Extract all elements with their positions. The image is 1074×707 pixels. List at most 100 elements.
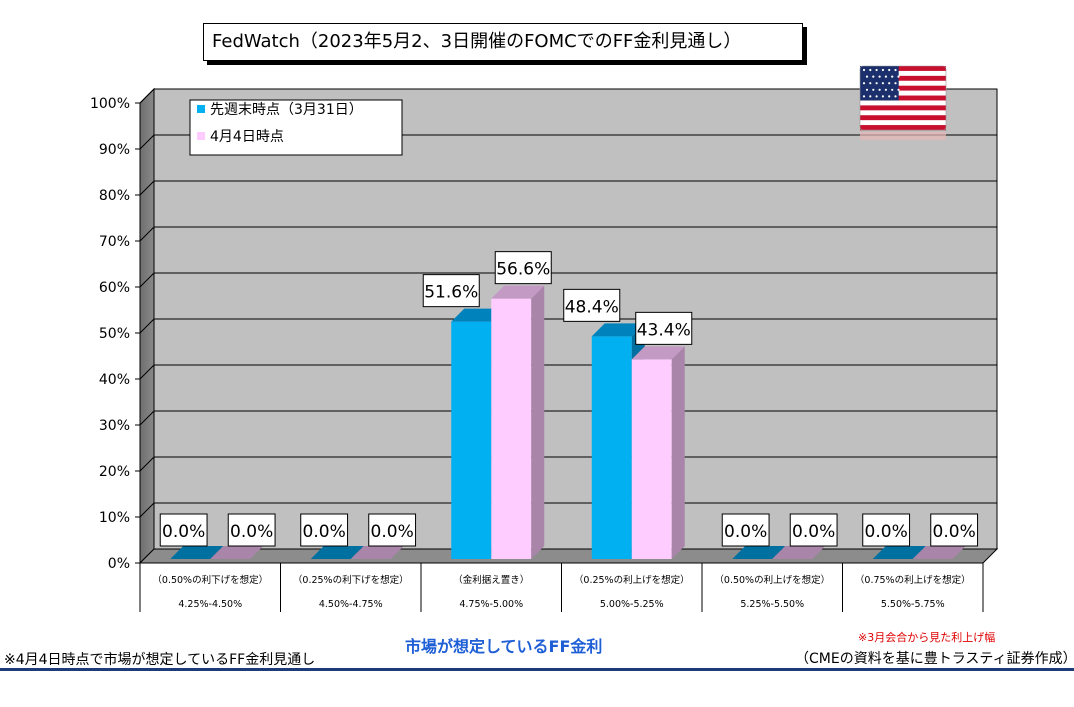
y-tick-label: 30%: [99, 418, 130, 434]
flag-star: [865, 88, 869, 91]
gridline: [139, 180, 155, 196]
y-tick-label: 20%: [99, 464, 130, 480]
flag-canton: [860, 66, 899, 101]
y-tick-label: 70%: [99, 234, 130, 250]
data-label: 0.0%: [789, 513, 838, 547]
x-category-label: （0.25%の利下げを想定）: [293, 574, 409, 586]
flag-star: [888, 95, 891, 98]
bar-front: [451, 321, 492, 559]
gridline: [139, 502, 155, 518]
data-label: 0.0%: [930, 513, 979, 547]
data-label-box: [159, 513, 208, 547]
bar: [310, 546, 364, 559]
data-label-box: [300, 513, 349, 547]
data-label-text: 0.0%: [933, 522, 976, 542]
bar-top: [732, 546, 786, 559]
data-label: 51.6%: [422, 274, 480, 308]
x-category-range: 5.00%-5.25%: [600, 599, 664, 610]
flag-stripe: [860, 100, 946, 106]
flag-star: [872, 88, 875, 91]
gridline: [139, 364, 155, 380]
bar: [170, 546, 224, 559]
x-axis-title: 市場が想定しているFF金利: [405, 637, 603, 656]
flag-star: [884, 88, 888, 91]
data-label: 48.4%: [563, 288, 621, 322]
data-label-box: [930, 513, 979, 547]
bottom-rule: [0, 668, 1074, 671]
flag-star: [891, 88, 894, 91]
flag-stripe: [860, 75, 946, 82]
flag-star: [891, 75, 894, 78]
data-label-text: 0.0%: [162, 522, 205, 542]
data-label: 0.0%: [159, 513, 208, 547]
data-label: 0.0%: [862, 513, 911, 547]
legend-label: 4月4日時点: [210, 129, 284, 145]
footnote-left: ※4月4日時点で市場が想定しているFF金利見通し: [4, 652, 316, 668]
flag-star: [875, 95, 878, 98]
data-label-text: 51.6%: [424, 283, 478, 303]
data-label-text: 0.0%: [371, 522, 414, 542]
bar-top: [772, 546, 826, 559]
flag-star: [884, 75, 888, 78]
y-tick-label: 90%: [99, 142, 130, 158]
data-label-box: [635, 311, 693, 345]
bar: [912, 546, 966, 559]
source-note: （CMEの資料を基に豊トラスティ証券作成）: [795, 651, 1074, 667]
x-category-range: 5.50%-5.75%: [881, 599, 945, 610]
flag-stripe: [860, 115, 946, 121]
gridline: [139, 410, 155, 426]
y-tick-label: 50%: [99, 326, 130, 342]
gridline: [139, 318, 155, 334]
gridline: [139, 272, 155, 288]
flag-star: [894, 95, 897, 98]
data-label-box: [494, 251, 552, 285]
flag-border: [859, 65, 947, 131]
bar-front: [491, 298, 532, 559]
bar-top: [210, 546, 264, 559]
y-tick-label: 100%: [90, 96, 130, 112]
flag-star: [888, 68, 891, 72]
data-label-box: [862, 513, 911, 547]
data-label: 0.0%: [300, 513, 349, 547]
flag-stripe: [860, 120, 946, 126]
us-flag-icon: [859, 65, 947, 140]
bar-top: [591, 323, 645, 337]
x-category-label: （0.50%の利上げを想定）: [714, 574, 830, 586]
bar: [732, 546, 786, 559]
bar: [872, 546, 926, 559]
data-label-text: 0.0%: [303, 522, 346, 542]
data-label: 0.0%: [721, 513, 770, 547]
legend-box: [189, 99, 403, 156]
bar-top: [631, 346, 685, 360]
bar: [491, 285, 545, 559]
flag-star: [865, 75, 869, 78]
plot-floor: [138, 548, 999, 564]
legend: 先週末時点（3月31日） 4月4日時点: [189, 99, 403, 156]
bar-top: [451, 308, 505, 322]
bar-top: [912, 546, 966, 559]
flag-star: [869, 82, 872, 85]
bar-side: [671, 346, 685, 559]
flag-stripe: [860, 110, 946, 116]
bar: [210, 546, 264, 559]
flag-star: [878, 75, 881, 78]
bar-front: [631, 359, 672, 559]
bar-side: [531, 285, 545, 559]
flag-star: [897, 88, 900, 91]
flag-star: [862, 68, 866, 72]
x-category-label: （0.75%の利上げを想定）: [855, 574, 971, 586]
data-label-box: [563, 288, 621, 322]
flag-star: [869, 68, 872, 72]
bar: [772, 546, 826, 559]
data-label-text: 0.0%: [792, 522, 835, 542]
data-label-box: [721, 513, 770, 547]
flag-stripe: [860, 70, 946, 77]
bar-top: [872, 546, 926, 559]
data-label-box: [422, 274, 480, 308]
bar-front: [591, 336, 632, 559]
flag-star: [894, 82, 897, 85]
bar-top: [491, 285, 545, 299]
bar: [631, 346, 685, 559]
x-category-range: 4.50%-4.75%: [319, 599, 383, 610]
